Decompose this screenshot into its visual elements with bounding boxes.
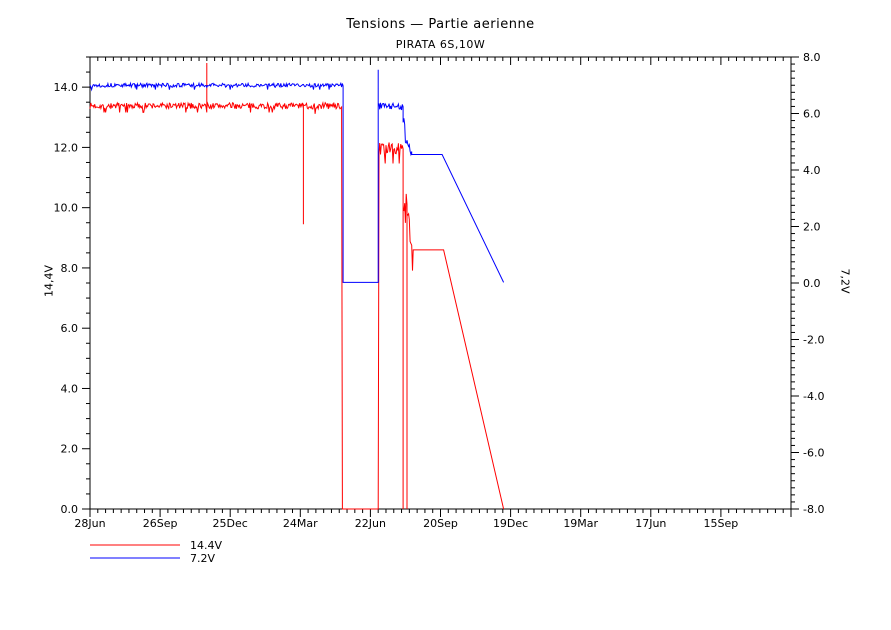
plot-frame bbox=[89, 56, 792, 510]
left-tick-labels: 0.0 2.0 4.0 6.0 8.0 10.0 12.0 14.0 bbox=[54, 81, 79, 516]
tick-label: 24Mar bbox=[283, 517, 318, 530]
tick-label: 15Sep bbox=[704, 517, 739, 530]
tick-label: 6.0 bbox=[61, 322, 79, 335]
tick-label: 19Dec bbox=[493, 517, 528, 530]
legend: 14.4V7.2V bbox=[90, 539, 222, 565]
tick-label: 26Sep bbox=[143, 517, 178, 530]
tick-label: 28Jun bbox=[74, 517, 105, 530]
tick-label: 0.0 bbox=[61, 503, 79, 516]
tick-label: 22Jun bbox=[355, 517, 386, 530]
chart-title: Tensions — Partie aerienne bbox=[346, 17, 535, 32]
tick-label: 19Mar bbox=[563, 517, 598, 530]
tick-label: 4.0 bbox=[803, 164, 821, 177]
tick-label: 12.0 bbox=[54, 141, 79, 154]
tick-label: 8.0 bbox=[803, 51, 821, 64]
tick-label: 2.0 bbox=[803, 221, 821, 234]
right-tick-labels: -8.0 -6.0 -4.0 -2.0 0.0 2.0 4.0 6.0 8.0 bbox=[803, 51, 824, 516]
legend-label-14-4V: 14.4V bbox=[190, 539, 222, 552]
tick-label: 20Sep bbox=[423, 517, 458, 530]
tick-label: -4.0 bbox=[803, 390, 824, 403]
tick-label: 8.0 bbox=[61, 262, 79, 275]
tick-label: -8.0 bbox=[803, 503, 824, 516]
x-tick-labels: 28Jun 26Sep 25Dec 24Mar 22Jun 20Sep 19Dec 19Mar… bbox=[74, 517, 738, 530]
series-line-14-4V bbox=[89, 63, 505, 510]
tick-label: 4.0 bbox=[61, 382, 79, 395]
tick-label: 10.0 bbox=[54, 202, 79, 215]
series-line-7-2V bbox=[89, 69, 505, 283]
tick-label: -6.0 bbox=[803, 447, 824, 460]
chart-subtitle: PIRATA 6S,10W bbox=[395, 38, 486, 51]
tick-label: 2.0 bbox=[61, 443, 79, 456]
axes bbox=[82, 56, 799, 517]
tick-label: 17Jun bbox=[635, 517, 666, 530]
tick-label: 25Dec bbox=[213, 517, 248, 530]
tick-label: 14.0 bbox=[54, 81, 79, 94]
legend-label-7-2V: 7.2V bbox=[190, 552, 215, 565]
tick-label: -2.0 bbox=[803, 334, 824, 347]
tick-label: 0.0 bbox=[803, 277, 821, 290]
tick-label: 6.0 bbox=[803, 108, 821, 121]
